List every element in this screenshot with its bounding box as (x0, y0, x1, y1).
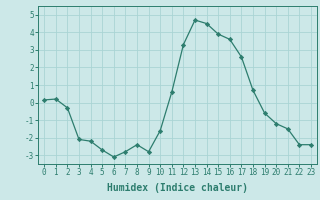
X-axis label: Humidex (Indice chaleur): Humidex (Indice chaleur) (107, 183, 248, 193)
